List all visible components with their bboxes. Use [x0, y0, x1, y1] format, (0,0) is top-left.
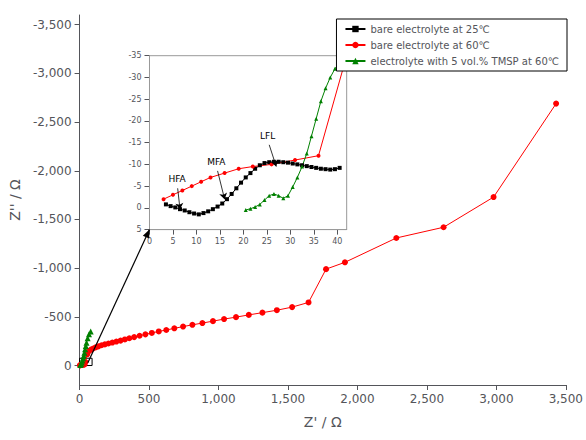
svg-text:0: 0 — [136, 203, 141, 212]
svg-text:20: 20 — [238, 237, 248, 246]
svg-text:HFA: HFA — [168, 174, 186, 184]
svg-text:30: 30 — [285, 237, 295, 246]
svg-text:1,500: 1,500 — [271, 392, 305, 406]
svg-text:-5: -5 — [134, 182, 142, 191]
svg-text:LFL: LFL — [260, 131, 275, 141]
svg-text:3,500: 3,500 — [549, 392, 583, 406]
svg-text:-3,500: -3,500 — [33, 18, 72, 32]
svg-text:-30: -30 — [128, 73, 141, 82]
svg-text:35: 35 — [309, 237, 319, 246]
svg-text:15: 15 — [215, 237, 225, 246]
svg-text:2,500: 2,500 — [410, 392, 444, 406]
svg-text:-10: -10 — [128, 160, 141, 169]
svg-text:5: 5 — [136, 225, 141, 234]
svg-text:bare electrolyte at 25℃: bare electrolyte at 25℃ — [370, 24, 489, 35]
svg-text:25: 25 — [262, 237, 272, 246]
svg-text:-25: -25 — [128, 95, 141, 104]
svg-text:MFA: MFA — [207, 157, 226, 167]
svg-text:bare electrolyte at 60℃: bare electrolyte at 60℃ — [370, 40, 489, 51]
svg-text:10: 10 — [191, 237, 201, 246]
svg-text:electrolyte with 5 vol.% TMSP: electrolyte with 5 vol.% TMSP at 60℃ — [370, 56, 559, 67]
svg-text:1,000: 1,000 — [201, 392, 235, 406]
svg-text:-500: -500 — [44, 310, 71, 324]
svg-text:Z' / Ω: Z' / Ω — [304, 414, 342, 430]
svg-text:-20: -20 — [128, 116, 141, 125]
svg-text:0: 0 — [76, 392, 84, 406]
svg-text:5: 5 — [170, 237, 175, 246]
svg-text:-2,000: -2,000 — [33, 164, 72, 178]
svg-text:-2,500: -2,500 — [33, 115, 72, 129]
svg-text:500: 500 — [138, 392, 161, 406]
svg-text:40: 40 — [332, 237, 342, 246]
svg-text:Z'' / Ω: Z'' / Ω — [7, 179, 23, 221]
svg-text:-15: -15 — [128, 138, 141, 147]
svg-text:-1,500: -1,500 — [33, 212, 72, 226]
svg-text:0: 0 — [64, 359, 72, 373]
svg-text:0: 0 — [147, 237, 152, 246]
svg-text:3,000: 3,000 — [479, 392, 513, 406]
svg-text:2,000: 2,000 — [340, 392, 374, 406]
svg-text:-35: -35 — [128, 51, 141, 60]
svg-text:-3,000: -3,000 — [33, 66, 72, 80]
svg-text:-1,000: -1,000 — [33, 261, 72, 275]
